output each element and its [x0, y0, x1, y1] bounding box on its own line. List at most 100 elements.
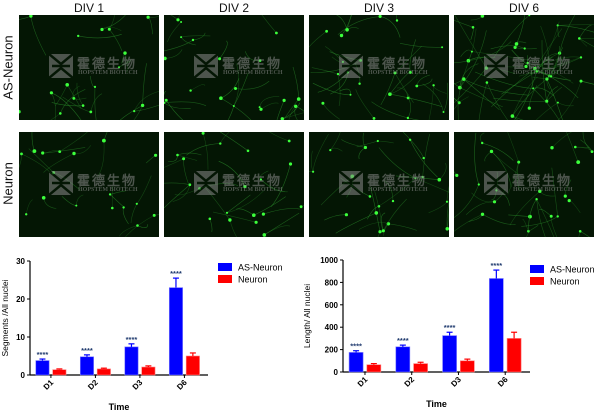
- neurite: [512, 68, 561, 117]
- neurite: [154, 214, 159, 216]
- cell-body: [481, 141, 484, 145]
- watermark-english: HOPSTEM BIOTECH: [513, 70, 573, 76]
- cell-body: [182, 157, 186, 161]
- neurite: [579, 38, 594, 48]
- neurite: [468, 41, 512, 61]
- neurite: [260, 179, 288, 193]
- cell-body: [422, 156, 425, 160]
- cell-body: [294, 104, 298, 109]
- y-axis-label: Segments /All nuclei: [0, 279, 10, 356]
- neurite: [377, 140, 394, 144]
- neurite: [226, 194, 251, 214]
- neurite: [167, 21, 182, 43]
- cell-body: [329, 149, 332, 152]
- length-bar-chart: 0 200 400 600 800 1000 Length/ All nuclei **** D…: [302, 256, 595, 409]
- legend-swatch-neuron: [530, 277, 544, 285]
- cell-body: [312, 170, 315, 173]
- neurite: [133, 91, 159, 112]
- cell-body: [517, 160, 521, 164]
- legend-swatch-as-neuron: [218, 263, 232, 271]
- cell-body: [135, 202, 138, 205]
- neurite: [529, 85, 538, 109]
- neurite: [457, 78, 464, 120]
- neurite: [541, 40, 547, 102]
- cell-body: [466, 58, 471, 63]
- neurite: [454, 60, 469, 64]
- neurite: [580, 80, 594, 85]
- bar-as-neuron-d1: [348, 352, 364, 373]
- neurite: [270, 163, 291, 207]
- neurite: [534, 68, 579, 99]
- significance-label: ****: [397, 336, 409, 345]
- neurite: [25, 199, 33, 215]
- cell-body: [567, 199, 571, 203]
- neurite: [422, 133, 430, 178]
- neurite: [311, 67, 339, 75]
- watermark-english: HOPSTEM BIOTECH: [513, 187, 573, 193]
- neurite: [59, 132, 88, 152]
- neurite: [186, 143, 221, 156]
- y-tick-label: 400: [325, 323, 339, 332]
- cell-body: [455, 173, 459, 177]
- neurite: [109, 15, 115, 30]
- cell-body: [556, 101, 559, 104]
- neurite: [380, 72, 396, 106]
- cell-body: [545, 77, 549, 81]
- cell-body: [258, 59, 262, 62]
- cell-body: [164, 56, 167, 61]
- neurite: [164, 39, 194, 52]
- neurite: [454, 102, 460, 110]
- neurite: [283, 98, 299, 120]
- neurite: [454, 214, 483, 232]
- cell-body: [492, 200, 497, 204]
- cell-body: [164, 98, 168, 102]
- significance-label: ****: [170, 269, 182, 278]
- neurite: [233, 72, 249, 107]
- y-tick-label: 30: [16, 257, 25, 266]
- cell-body: [550, 146, 554, 150]
- x-tick-label: D3: [131, 378, 145, 392]
- y-tick-label: 20: [16, 295, 25, 304]
- significance-label: ****: [444, 323, 456, 332]
- cell-body: [122, 206, 125, 209]
- neurite: [490, 45, 525, 50]
- cell-body: [234, 87, 237, 90]
- watermark-logo-icon: [484, 54, 508, 78]
- cell-body: [574, 145, 577, 149]
- neurite: [269, 132, 290, 142]
- cell-body: [58, 150, 62, 153]
- panel-as-neuron-div1: 霍德生物 HOPSTEM BIOTECH: [19, 15, 159, 120]
- neurite: [164, 158, 184, 168]
- cell-body: [372, 117, 376, 120]
- neurite: [101, 15, 126, 30]
- neurite: [264, 225, 291, 236]
- cell-body: [299, 205, 303, 209]
- cell-body: [477, 183, 480, 186]
- cell-body: [535, 198, 538, 201]
- neurite: [124, 215, 155, 237]
- cell-body: [339, 33, 344, 38]
- neurite: [428, 85, 434, 120]
- legend-swatch-as-neuron: [530, 265, 544, 273]
- neurite: [164, 98, 167, 101]
- neurite: [527, 62, 574, 84]
- neurite: [532, 88, 560, 120]
- neurite: [282, 112, 304, 120]
- neurite: [545, 57, 582, 71]
- panel-as-neuron-div3: 霍德生物 HOPSTEM BIOTECH: [309, 15, 449, 120]
- neurite: [454, 15, 487, 69]
- significance-label: ****: [81, 346, 93, 355]
- cell-body: [377, 205, 381, 208]
- neurite: [253, 196, 286, 216]
- cell-body: [523, 47, 526, 50]
- legend-label-as-neuron: AS-Neuron: [550, 265, 595, 275]
- neurite: [370, 187, 381, 232]
- cell-body: [590, 150, 594, 153]
- neurite: [407, 117, 420, 120]
- neurite: [557, 81, 582, 120]
- neurite: [133, 105, 143, 120]
- neurite: [51, 102, 84, 107]
- significance-label: ****: [126, 335, 138, 344]
- neurite: [119, 105, 143, 120]
- watermark-english: HOPSTEM BIOTECH: [78, 187, 138, 193]
